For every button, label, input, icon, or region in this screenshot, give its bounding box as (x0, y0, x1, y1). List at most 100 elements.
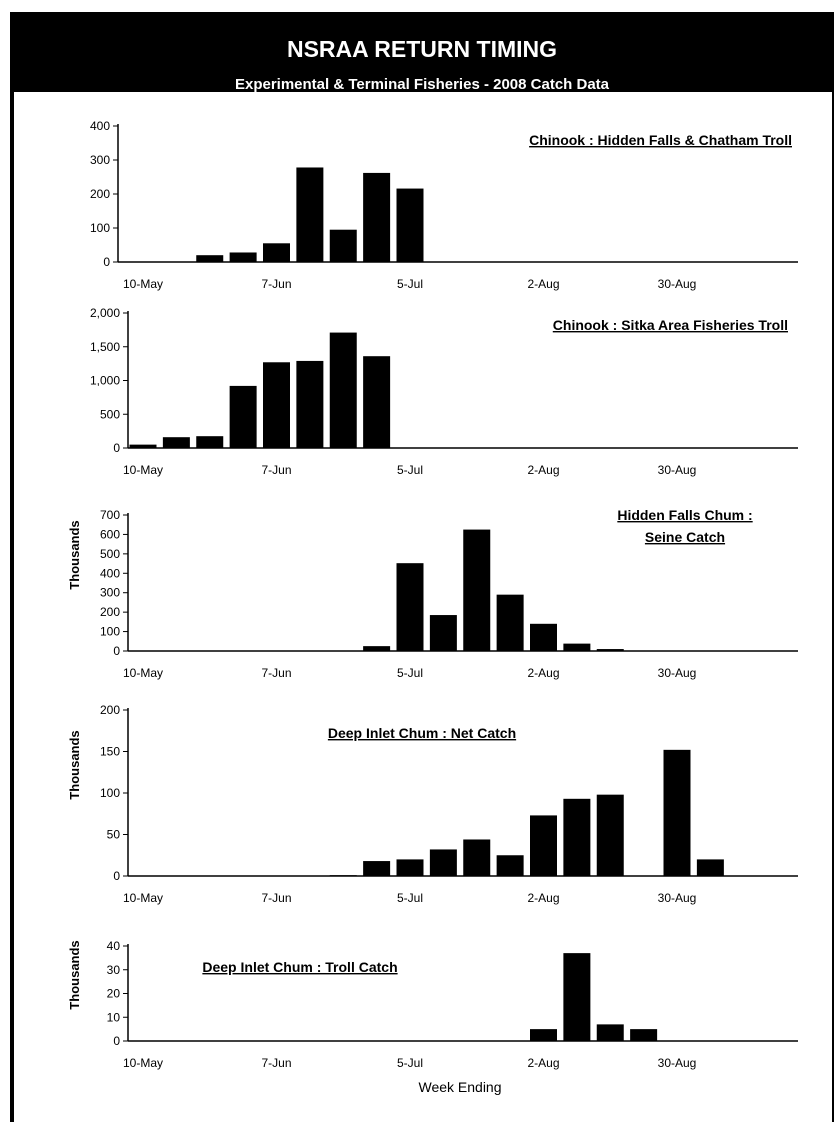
chart-title: Seine Catch (645, 529, 725, 545)
y-tick-label: 0 (113, 1034, 120, 1048)
x-tick-label: 5-Jul (397, 277, 423, 291)
bar (530, 815, 557, 876)
bar (363, 861, 391, 876)
x-tick-label: 7-Jun (261, 463, 291, 477)
x-tick-label: 5-Jul (397, 891, 423, 905)
x-tick-label: 5-Jul (397, 666, 423, 680)
bar (530, 623, 557, 651)
x-tick-label: 2-Aug (527, 463, 559, 477)
y-tick-label: 50 (107, 828, 121, 842)
x-tick-label: 10-May (123, 666, 163, 680)
x-tick-label: 5-Jul (397, 463, 423, 477)
x-tick-label: 2-Aug (527, 1056, 559, 1070)
y-tick-label: 10 (107, 1010, 121, 1024)
bar (229, 385, 257, 448)
y-tick-label: 100 (100, 625, 120, 639)
page-title: NSRAA RETURN TIMING (286, 36, 558, 62)
y-tick-label: 0 (103, 255, 110, 269)
bar (162, 437, 190, 448)
bar (296, 167, 324, 262)
x-tick-label: 2-Aug (527, 277, 559, 291)
x-tick-label: 30-Aug (658, 891, 697, 905)
x-tick-label: 30-Aug (658, 463, 697, 477)
bar (363, 172, 391, 262)
bar (496, 855, 524, 876)
y-tick-label: 1,500 (90, 340, 120, 354)
bar (363, 646, 391, 651)
bar (596, 649, 624, 651)
x-tick-label: 30-Aug (658, 277, 697, 291)
bar (329, 229, 357, 262)
chart-title: Chinook : Sitka Area Fisheries Troll (553, 317, 788, 333)
y-tick-label: 40 (107, 939, 121, 953)
x-tick-label: 30-Aug (658, 666, 697, 680)
y-tick-label: 0 (113, 644, 120, 658)
bar (129, 444, 157, 448)
x-tick-label: 10-May (123, 891, 163, 905)
y-tick-label: 200 (90, 187, 110, 201)
y-tick-label: 500 (100, 407, 120, 421)
bar (429, 615, 457, 651)
y-tick-label: 100 (90, 221, 110, 235)
y-tick-label: 1,000 (90, 374, 120, 388)
y-axis-label: Thousands (67, 520, 82, 589)
y-tick-label: 300 (100, 586, 120, 600)
bar (530, 1029, 557, 1041)
x-tick-label: 7-Jun (261, 1056, 291, 1070)
y-tick-label: 600 (100, 527, 120, 541)
chart-title: Hidden Falls Chum : (617, 507, 752, 523)
bar (363, 356, 391, 448)
y-tick-label: 0 (113, 869, 120, 883)
y-tick-label: 100 (100, 786, 120, 800)
bar (329, 332, 357, 448)
x-tick-label: 7-Jun (261, 277, 291, 291)
y-tick-label: 400 (100, 566, 120, 580)
bar (596, 794, 624, 876)
bar (263, 362, 290, 448)
y-tick-label: 300 (90, 153, 110, 167)
y-tick-label: 2,000 (90, 306, 120, 320)
x-tick-label: 10-May (123, 463, 163, 477)
chart-title: Deep Inlet Chum : Net Catch (328, 725, 516, 741)
bar (296, 360, 324, 448)
chart-title: Chinook : Hidden Falls & Chatham Troll (529, 132, 792, 148)
bar (563, 643, 591, 651)
x-tick-label: 2-Aug (527, 891, 559, 905)
x-tick-label: 2-Aug (527, 666, 559, 680)
y-tick-label: 150 (100, 745, 120, 759)
bar (696, 859, 724, 876)
bar (396, 859, 424, 876)
bar (429, 849, 457, 876)
bar (563, 953, 591, 1041)
x-tick-label: 7-Jun (261, 891, 291, 905)
bar (663, 749, 691, 876)
x-tick-label: 10-May (123, 277, 163, 291)
bar (630, 1029, 658, 1041)
y-tick-label: 700 (100, 508, 120, 522)
header-banner: NSRAA RETURN TIMING Experimental & Termi… (10, 12, 834, 93)
bar (596, 1024, 624, 1041)
y-axis-label: Thousands (67, 940, 82, 1009)
bar (496, 594, 524, 651)
y-tick-label: 500 (100, 547, 120, 561)
y-tick-label: 20 (107, 987, 121, 1001)
bar (396, 563, 424, 651)
bar (396, 188, 424, 262)
bar (196, 436, 224, 448)
bar (463, 839, 491, 876)
y-axis-label: Thousands (67, 730, 82, 799)
bar (563, 798, 591, 876)
x-tick-label: 10-May (123, 1056, 163, 1070)
page-frame (10, 12, 834, 1122)
bar (196, 255, 224, 262)
bar (229, 252, 257, 262)
bar (263, 243, 290, 262)
y-tick-label: 0 (113, 441, 120, 455)
x-tick-label: 7-Jun (261, 666, 291, 680)
y-tick-label: 200 (100, 703, 120, 717)
bar (329, 875, 357, 877)
page-subtitle: Experimental & Terminal Fisheries - 2008… (234, 76, 610, 93)
y-tick-label: 400 (90, 119, 110, 133)
x-tick-label: 30-Aug (658, 1056, 697, 1070)
